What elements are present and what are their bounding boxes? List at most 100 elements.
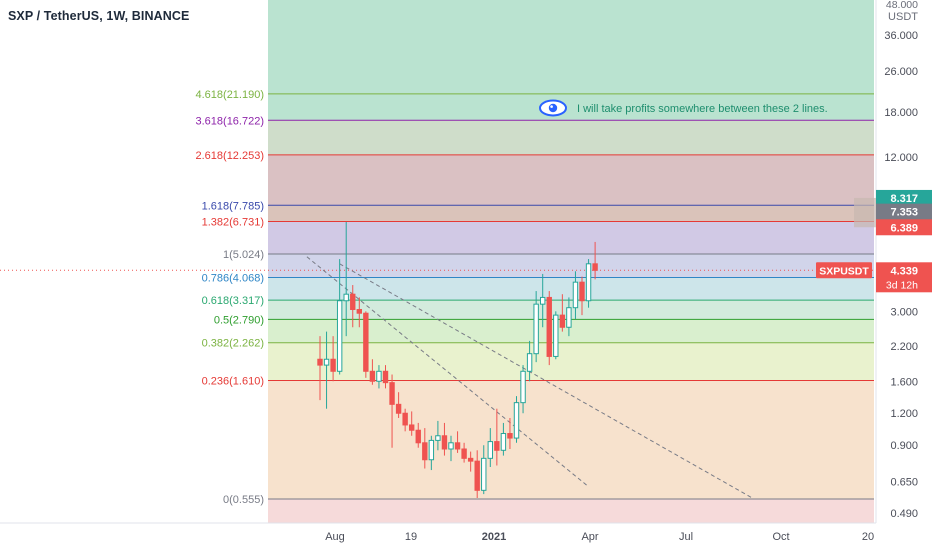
- candle: [494, 408, 500, 466]
- candle: [520, 365, 526, 414]
- fib-zone-0.786: [268, 254, 874, 278]
- symbol-tag-text: SXPUSDT: [819, 265, 869, 277]
- price-axis: 48.000USDT36.00026.00018.00012.0008.0003…: [875, 0, 932, 550]
- axis-range-shade: [854, 197, 876, 228]
- time-tick-label: 20: [862, 531, 874, 543]
- candle: [566, 297, 572, 337]
- time-axis-background: [0, 523, 876, 550]
- candle-body: [409, 424, 415, 431]
- candle: [559, 294, 566, 332]
- candle: [363, 311, 369, 378]
- candle: [369, 359, 376, 385]
- last-price-badge: 4.339 3d 12h: [876, 262, 932, 293]
- candle: [467, 451, 474, 472]
- fib-zone-1: [268, 221, 874, 254]
- candle: [533, 291, 539, 363]
- price-tick-label: 0.490: [890, 508, 918, 520]
- candle: [350, 285, 356, 328]
- fib-level-label: 2.618(12.253): [196, 150, 265, 162]
- candle: [409, 411, 415, 436]
- candle: [579, 276, 585, 316]
- candle-body: [363, 312, 369, 372]
- candle: [592, 241, 598, 280]
- candle: [461, 442, 467, 463]
- candle-body: [402, 412, 408, 426]
- candle: [415, 422, 421, 448]
- candle-body: [553, 314, 559, 357]
- fib-zone-3.618: [268, 93, 874, 121]
- candle: [356, 297, 363, 328]
- price-badge-bg: [876, 189, 932, 206]
- fib-level-label: 0.786(4.068): [202, 272, 264, 284]
- price-badge-bg: [876, 219, 932, 236]
- fib-zone-0.382: [268, 319, 874, 343]
- symbol-tag: SXPUSDT: [816, 262, 872, 279]
- fib-zone-1.618: [268, 154, 874, 206]
- fib-level-label: 1.618(7.785): [202, 200, 264, 212]
- candle-body: [481, 457, 487, 491]
- fib-zone-below-0: [268, 499, 874, 523]
- candle: [323, 331, 330, 409]
- candle-body: [435, 435, 441, 441]
- candle: [481, 445, 487, 495]
- candle: [553, 311, 559, 360]
- candle-body: [500, 433, 507, 451]
- eye-glint: [550, 105, 553, 108]
- fib-level-label: 0.236(1.610): [202, 376, 264, 388]
- candle: [382, 365, 389, 389]
- time-tick-label: 2021: [482, 531, 506, 543]
- candle: [376, 365, 382, 389]
- candle-body: [566, 307, 572, 328]
- price-tick-label: 0.900: [890, 440, 918, 452]
- time-tick-label: Oct: [772, 531, 789, 543]
- candle-body: [572, 281, 579, 309]
- price-tick-label: 26.000: [884, 66, 918, 78]
- fib-level-label: 0.5(2.790): [214, 314, 264, 326]
- price-tick-label: 1.200: [890, 408, 918, 420]
- fib-level-label: 3.618(16.722): [196, 115, 265, 127]
- candle-body: [350, 293, 356, 311]
- price-currency-label: USDT: [888, 11, 918, 23]
- candle-body: [317, 358, 323, 366]
- price-badge: 7.353: [876, 203, 932, 220]
- candle-body: [428, 439, 435, 461]
- price-badge-text: 8.317: [890, 193, 918, 205]
- price-tick-label: 36.000: [884, 30, 918, 42]
- price-tick-label: 12.000: [884, 152, 918, 164]
- fib-level-label: 1(5.024): [223, 249, 264, 261]
- chart-title: SXP / TetherUS, 1W, BINANCE: [8, 9, 190, 23]
- time-tick-label: Aug: [325, 531, 345, 543]
- fib-level-label: 0.618(3.317): [202, 295, 264, 307]
- candle: [540, 273, 546, 328]
- candle-body: [336, 300, 343, 372]
- trendline-1: [306, 256, 589, 488]
- candle: [474, 450, 480, 499]
- price-badge: 6.389: [876, 219, 932, 236]
- candle-body: [467, 457, 474, 462]
- candle: [441, 422, 448, 456]
- candle: [402, 408, 408, 432]
- candle-body: [382, 370, 389, 384]
- candle: [422, 428, 428, 469]
- trendline-2: [339, 263, 753, 499]
- price-badge-text: 6.389: [890, 222, 918, 234]
- candle: [448, 435, 454, 462]
- time-tick-label: 19: [405, 531, 417, 543]
- last-price-badge-bg: [876, 262, 932, 293]
- time-tick-label: Apr: [581, 531, 598, 543]
- candle-body: [526, 353, 533, 372]
- candle-body: [330, 358, 336, 372]
- candle-body: [356, 309, 363, 314]
- fib-zone-0: [268, 380, 874, 499]
- candle-body: [520, 370, 526, 404]
- candle: [585, 259, 592, 308]
- candle: [487, 428, 494, 468]
- candle-body: [540, 296, 546, 305]
- candle: [513, 396, 520, 443]
- candle-body: [474, 460, 480, 491]
- candle-body: [533, 303, 539, 355]
- price-tick-label: 1.600: [890, 376, 918, 388]
- candle-body: [507, 433, 513, 439]
